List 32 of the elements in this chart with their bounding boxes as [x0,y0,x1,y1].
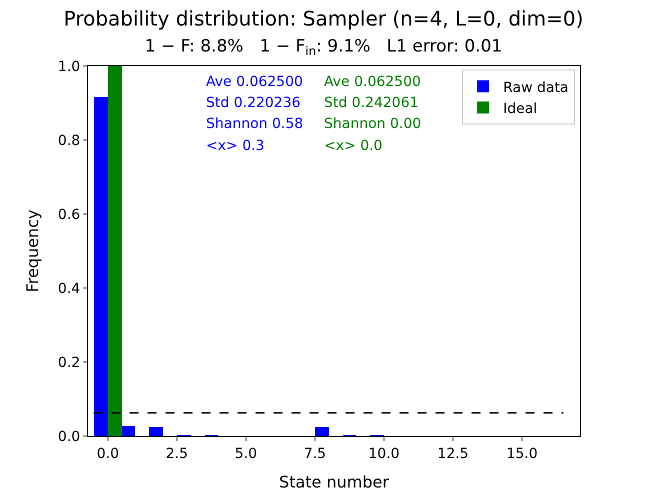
x-tick-label: 5.0 [234,446,258,462]
annotation: Shannon 0.00 [324,116,422,132]
y-axis-title: Frequency [22,210,42,292]
bar [122,426,135,436]
annotation: Ave 0.062500 [324,74,421,90]
y-tick-label: 0.2 [58,354,80,371]
y-tick-label: 0.4 [58,280,80,297]
y-tick-label: 0.8 [58,132,80,149]
legend-label: Raw data [503,80,569,96]
x-tick-label: 7.5 [304,446,326,462]
annotation: Std 0.242061 [324,95,419,111]
bar [108,66,122,436]
x-tick-label: 12.5 [437,446,469,462]
x-axis-title: State number [279,472,390,492]
annotation: <x> 0.0 [324,138,382,154]
annotation: <x> 0.3 [206,138,264,154]
legend-label: Ideal [503,100,538,117]
x-tick-label: 15.0 [506,446,538,462]
x-tick-label: 10.0 [368,446,400,462]
annotation: Ave 0.062500 [206,74,303,90]
annotation: Shannon 0.58 [206,116,304,132]
x-tick-label: 0.0 [96,446,120,462]
bar [149,427,163,436]
chart-title: Probability distribution: Sampler (n=4, L=0, dim=0) [64,6,584,30]
annotation: Std 0.220236 [206,95,301,111]
chart-subtitle: 1 − F: 8.8% 1 − F$_{in}$: 9.1% L1 error: 0.01 [144,36,502,58]
y-tick-label: 0.6 [58,206,80,223]
bar [94,97,108,436]
y-tick-label: 0.0 [58,428,80,445]
x-tick-label: 2.5 [166,446,188,462]
bar [315,427,329,436]
y-tick-label: 1.0 [58,58,80,75]
